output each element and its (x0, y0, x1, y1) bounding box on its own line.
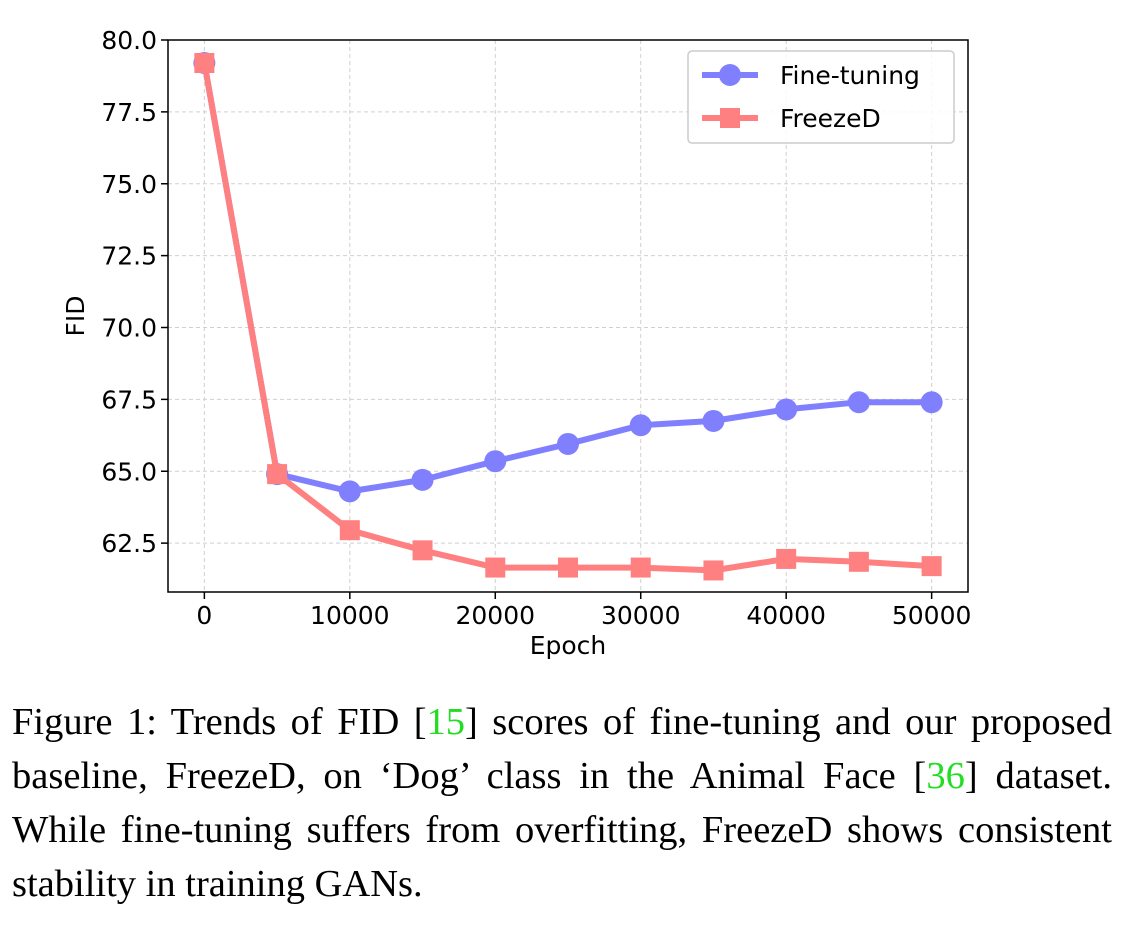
x-tick-label: 30000 (601, 601, 681, 630)
plot-frame (167, 39, 969, 593)
data-point (485, 557, 506, 578)
caption-text-1: ] scores of fine-tuning and our proposed… (12, 701, 1112, 797)
data-point (921, 556, 942, 577)
data-point (484, 450, 507, 473)
y-tick-label: 75.0 (101, 170, 157, 199)
data-point (267, 464, 288, 485)
legend-marker (719, 64, 741, 86)
data-point (194, 53, 215, 73)
figure-caption: Figure 1: Trends of FID [15] scores of f… (12, 695, 1112, 911)
series-layer (193, 52, 943, 581)
y-tick-label: 65.0 (101, 457, 157, 486)
x-tick-label: 40000 (746, 601, 826, 630)
data-point (630, 557, 651, 578)
legend-label: FreezeD (780, 104, 881, 133)
legend: Fine-tuning FreezeD (687, 50, 955, 144)
x-tick-label: 50000 (892, 601, 972, 630)
caption-prefix: Figure 1: Trends of FID [ (12, 701, 427, 743)
x-tick-label: 20000 (456, 601, 536, 630)
x-axis-label: Epoch (530, 631, 607, 660)
series-freezed (194, 53, 942, 581)
fid-chart: 0 10000 20000 30000 40000 50000 62.5 65.0 67.5 70… (61, 26, 971, 660)
data-point (411, 468, 434, 491)
x-tick-label: 10000 (310, 601, 390, 630)
data-point (338, 480, 361, 503)
data-point (702, 409, 725, 432)
citation-link-36[interactable]: 36 (926, 755, 965, 797)
x-tick-label: 0 (196, 601, 212, 630)
legend-label: Fine-tuning (780, 61, 920, 90)
data-point (847, 391, 870, 414)
data-point (557, 432, 579, 455)
citation-link-15[interactable]: 15 (426, 701, 466, 743)
data-point (412, 540, 433, 561)
data-point (703, 560, 724, 581)
tick-layer: 0 10000 20000 30000 40000 50000 62.5 65.0 67.5 70… (101, 26, 971, 630)
y-tick-label: 62.5 (101, 529, 157, 558)
y-tick-label: 67.5 (101, 385, 157, 414)
y-tick-label: 70.0 (101, 314, 157, 343)
data-point (339, 520, 360, 541)
y-tick-label: 77.5 (101, 98, 157, 127)
legend-marker (720, 108, 740, 128)
y-axis-label: FID (61, 295, 90, 336)
data-point (776, 548, 797, 569)
data-point (848, 551, 869, 572)
data-point (558, 557, 578, 578)
caption-text-2: ] dataset. While fine-tuning suffers fro… (12, 755, 1112, 905)
y-tick-label: 72.5 (101, 242, 157, 271)
data-point (920, 391, 943, 414)
data-point (629, 414, 652, 437)
y-tick-label: 80.0 (101, 26, 157, 55)
data-point (775, 398, 798, 421)
